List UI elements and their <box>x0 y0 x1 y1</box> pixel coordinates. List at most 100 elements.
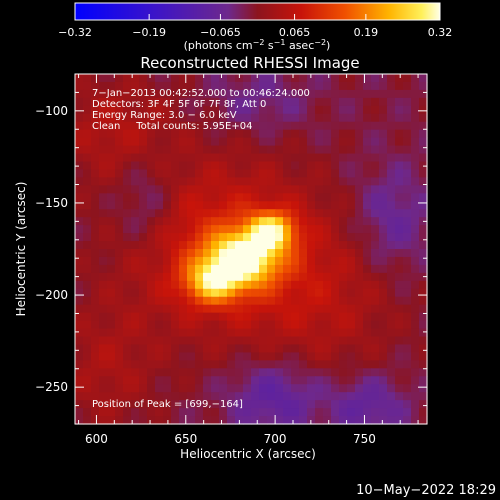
heatmap-cell <box>387 169 396 178</box>
heatmap-cell <box>267 89 276 99</box>
heatmap-cell <box>75 129 84 139</box>
heatmap-cell <box>387 304 396 314</box>
heatmap-cell <box>203 392 212 401</box>
heatmap-cell <box>211 169 220 178</box>
heatmap-cell <box>347 209 356 218</box>
heatmap-cell <box>347 304 356 314</box>
heatmap-cell <box>155 145 164 155</box>
heatmap-cell <box>379 360 388 369</box>
heatmap-cell <box>363 201 372 210</box>
heatmap-cell <box>227 320 236 330</box>
heatmap-cell <box>139 368 148 377</box>
heatmap-cell <box>83 280 92 290</box>
timestamp: 10−May−2022 18:29 <box>356 483 496 498</box>
heatmap-cell <box>283 233 292 242</box>
heatmap-cell <box>163 312 172 322</box>
heatmap-cell <box>179 336 188 346</box>
heatmap-cell <box>323 193 332 202</box>
heatmap-cell <box>219 113 228 123</box>
heatmap-cell <box>195 256 204 266</box>
heatmap-cell <box>179 185 188 194</box>
heatmap-cell <box>419 336 428 346</box>
heatmap-cell <box>379 209 388 218</box>
heatmap-cell <box>403 113 412 123</box>
heatmap-cell <box>171 81 180 91</box>
heatmap-cell <box>411 233 420 242</box>
heatmap-cell <box>283 185 292 194</box>
heatmap-cell <box>251 312 260 322</box>
heatmap-cell <box>139 137 148 147</box>
heatmap-cell <box>411 376 420 385</box>
heatmap-cell <box>331 89 340 99</box>
heatmap-cell <box>131 288 140 298</box>
heatmap-cell <box>243 233 252 242</box>
heatmap-cell <box>283 376 292 385</box>
y-tick-label: −100 <box>35 104 68 118</box>
heatmap-cell <box>115 169 124 178</box>
heatmap-cell <box>107 376 116 385</box>
heatmap-cell <box>115 129 124 139</box>
heatmap-cell <box>91 368 100 377</box>
heatmap-cell <box>91 249 100 258</box>
heatmap-cell <box>179 344 188 353</box>
heatmap-cell <box>363 376 372 385</box>
heatmap-cell <box>107 328 116 338</box>
heatmap-cell <box>147 129 156 139</box>
heatmap-cell <box>403 105 412 115</box>
heatmap-cell <box>235 129 244 139</box>
heatmap-cell <box>115 384 124 393</box>
heatmap-cell <box>139 241 148 250</box>
heatmap-cell <box>315 360 324 369</box>
heatmap-cell <box>179 209 188 218</box>
heatmap-cell <box>403 97 412 107</box>
heatmap-cell <box>395 153 404 163</box>
heatmap-cell <box>411 217 420 226</box>
heatmap-cell <box>259 312 268 322</box>
heatmap-cell <box>355 400 364 409</box>
heatmap-cell <box>299 312 308 322</box>
heatmap-cell <box>283 344 292 353</box>
heatmap-cell <box>371 121 380 131</box>
heatmap-cell <box>235 392 244 401</box>
heatmap-cell <box>275 320 284 330</box>
heatmap-cell <box>331 304 340 314</box>
heatmap-cell <box>99 280 108 290</box>
heatmap-cell <box>331 121 340 131</box>
heatmap-cell <box>131 225 140 234</box>
heatmap-cell <box>163 137 172 147</box>
heatmap-cell <box>323 137 332 147</box>
colorbar-bar <box>75 3 440 20</box>
heatmap-cell <box>259 217 268 226</box>
heatmap-cell <box>363 392 372 401</box>
heatmap-cell <box>91 280 100 290</box>
heatmap-cell <box>155 233 164 242</box>
heatmap-cell <box>283 249 292 258</box>
heatmap-cell <box>267 416 276 425</box>
heatmap-cell <box>147 312 156 322</box>
heatmap-cell <box>251 320 260 330</box>
heatmap-cell <box>379 288 388 298</box>
heatmap-cell <box>331 209 340 218</box>
heatmap-cell <box>139 201 148 210</box>
heatmap-cell <box>203 241 212 250</box>
heatmap-cell <box>139 169 148 178</box>
heatmap-cell <box>155 121 164 131</box>
heatmap-cell <box>99 296 108 306</box>
heatmap-cell <box>203 225 212 234</box>
heatmap-cell <box>291 384 300 393</box>
heatmap-cell <box>171 121 180 131</box>
heatmap-cell <box>379 336 388 346</box>
heatmap-cell <box>203 201 212 210</box>
heatmap-cell <box>395 145 404 155</box>
heatmap-cell <box>195 113 204 123</box>
heatmap-cell <box>419 81 428 91</box>
heatmap-cell <box>323 81 332 91</box>
heatmap-cell <box>371 256 380 266</box>
heatmap-cell <box>171 408 180 417</box>
heatmap-cell <box>363 137 372 147</box>
heatmap-cell <box>147 169 156 178</box>
heatmap-cell <box>123 153 132 163</box>
heatmap-cell <box>291 392 300 401</box>
heatmap-cell <box>211 153 220 163</box>
heatmap-cell <box>363 233 372 242</box>
